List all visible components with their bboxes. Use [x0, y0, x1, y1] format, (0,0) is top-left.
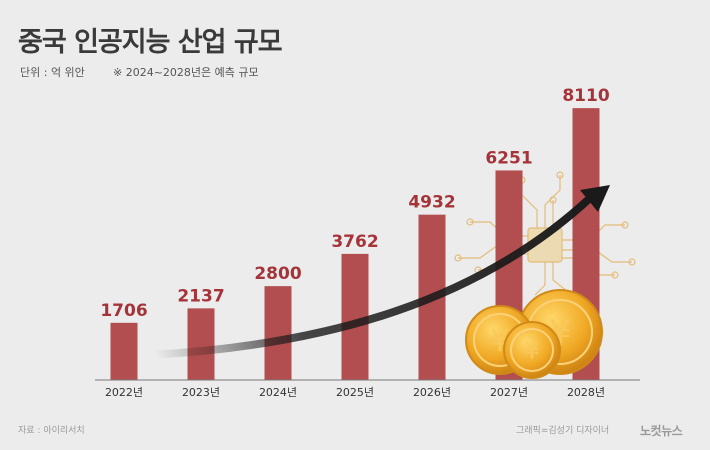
x-tick-label-2: 2024년	[259, 386, 297, 399]
unit-label: 단위 : 억 위안	[20, 66, 85, 79]
value-label-2: 2800	[254, 264, 301, 284]
x-tick-label-1: 2023년	[182, 386, 220, 399]
bar-1	[187, 308, 215, 380]
value-label-3: 3762	[331, 232, 378, 252]
yuan-coins-graphic: ¥ ¥ ¥	[465, 289, 603, 379]
value-label-5: 6251	[485, 148, 532, 168]
svg-text:¥: ¥	[524, 337, 539, 365]
growth-arrow	[146, 185, 610, 359]
x-tick-label-0: 2022년	[105, 386, 143, 399]
bar-2	[264, 286, 292, 380]
forecast-note: ※ 2024~2028년은 예측 규모	[113, 66, 259, 79]
x-tick-label-5: 2027년	[490, 386, 528, 399]
x-tick-label-3: 2025년	[336, 386, 374, 399]
value-label-4: 4932	[408, 193, 455, 213]
graphic-credit: 그래픽=김성기 디자이너	[516, 426, 610, 436]
source-note: 자료 : 아이리서치	[18, 426, 85, 436]
value-label-0: 1706	[100, 301, 147, 321]
chart-title: 중국 인공지능 산업 규모	[18, 27, 283, 58]
x-tick-label-6: 2028년	[567, 386, 605, 399]
bar-3	[341, 253, 369, 380]
value-label-6: 8110	[562, 86, 609, 106]
news-logo: 노컷뉴스	[640, 424, 683, 438]
bar-0	[110, 322, 138, 380]
x-tick-label-4: 2026년	[413, 386, 451, 399]
value-label-1: 2137	[177, 286, 224, 306]
